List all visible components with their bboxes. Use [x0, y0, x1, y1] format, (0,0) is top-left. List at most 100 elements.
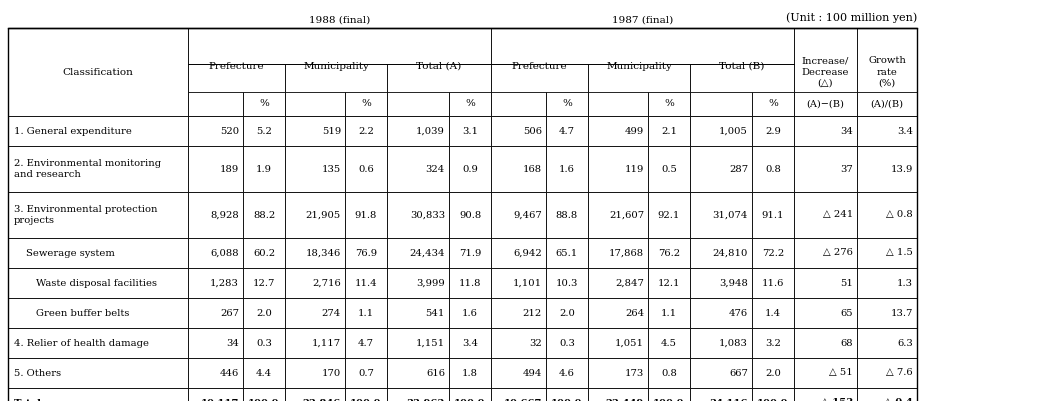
Bar: [491, 238, 545, 268]
Bar: [387, 268, 449, 298]
Text: 1988 (final): 1988 (final): [308, 16, 370, 24]
Bar: [243, 238, 285, 268]
Text: 1,117: 1,117: [312, 338, 341, 348]
Bar: [690, 146, 752, 192]
Bar: [690, 298, 752, 328]
Bar: [545, 358, 588, 388]
Text: %: %: [259, 99, 269, 109]
Bar: [449, 92, 491, 116]
Text: 60.2: 60.2: [253, 249, 275, 257]
Bar: [8, 146, 188, 192]
Text: 51: 51: [840, 279, 853, 288]
Bar: [345, 146, 387, 192]
Text: 10,117: 10,117: [200, 399, 239, 401]
Bar: [243, 116, 285, 146]
Bar: [449, 388, 491, 401]
Text: 2. Environmental monitoring
and research: 2. Environmental monitoring and research: [14, 159, 162, 179]
Bar: [387, 116, 449, 146]
Text: 264: 264: [625, 308, 644, 318]
Bar: [491, 328, 545, 358]
Bar: [857, 298, 917, 328]
Text: Municipality: Municipality: [303, 61, 369, 71]
Text: 0.8: 0.8: [661, 369, 677, 377]
Text: 71.9: 71.9: [458, 249, 481, 257]
Bar: [690, 116, 752, 146]
Text: 92.1: 92.1: [658, 211, 680, 219]
Text: 1,151: 1,151: [415, 338, 445, 348]
Bar: [387, 298, 449, 328]
Text: 520: 520: [220, 126, 239, 136]
Bar: [243, 298, 285, 328]
Bar: [387, 328, 449, 358]
Text: 476: 476: [729, 308, 748, 318]
Text: 2.2: 2.2: [358, 126, 373, 136]
Text: 0.8: 0.8: [765, 164, 780, 174]
Bar: [449, 238, 491, 268]
Bar: [794, 92, 857, 116]
Text: 1,101: 1,101: [513, 279, 542, 288]
Bar: [588, 192, 648, 238]
Text: 4.6: 4.6: [559, 369, 575, 377]
Bar: [345, 192, 387, 238]
Text: 324: 324: [426, 164, 445, 174]
Bar: [794, 268, 857, 298]
Text: 4.4: 4.4: [256, 369, 272, 377]
Bar: [794, 116, 857, 146]
Text: 3,999: 3,999: [416, 279, 445, 288]
Bar: [752, 146, 794, 192]
Bar: [491, 28, 794, 116]
Text: 65.1: 65.1: [556, 249, 578, 257]
Text: Waste disposal facilities: Waste disposal facilities: [36, 279, 157, 288]
Text: 32: 32: [530, 338, 542, 348]
Text: (Unit : 100 million yen): (Unit : 100 million yen): [786, 12, 917, 23]
Bar: [690, 388, 752, 401]
Text: 3.2: 3.2: [765, 338, 780, 348]
Text: 3.4: 3.4: [462, 338, 478, 348]
Text: 506: 506: [523, 126, 542, 136]
Bar: [690, 238, 752, 268]
Bar: [545, 192, 588, 238]
Text: △ 0.4: △ 0.4: [884, 399, 913, 401]
Text: 21,607: 21,607: [608, 211, 644, 219]
Bar: [857, 116, 917, 146]
Bar: [857, 238, 917, 268]
Text: 1,283: 1,283: [210, 279, 239, 288]
Text: 1.1: 1.1: [358, 308, 374, 318]
Bar: [8, 388, 188, 401]
Bar: [8, 192, 188, 238]
Text: 0.3: 0.3: [559, 338, 575, 348]
Bar: [857, 268, 917, 298]
Text: 68: 68: [840, 338, 853, 348]
Text: Municipality: Municipality: [606, 61, 672, 71]
Bar: [690, 92, 752, 116]
Text: 1,051: 1,051: [615, 338, 644, 348]
Text: 10.3: 10.3: [556, 279, 578, 288]
Bar: [794, 192, 857, 238]
Text: 37: 37: [840, 164, 853, 174]
Bar: [8, 28, 917, 401]
Bar: [491, 268, 545, 298]
Bar: [188, 328, 243, 358]
Bar: [449, 328, 491, 358]
Text: 12.1: 12.1: [658, 279, 680, 288]
Text: Green buffer belts: Green buffer belts: [36, 308, 129, 318]
Bar: [8, 328, 188, 358]
Bar: [545, 146, 588, 192]
Text: 274: 274: [322, 308, 341, 318]
Text: 23,449: 23,449: [605, 399, 644, 401]
Bar: [545, 388, 588, 401]
Text: △ 276: △ 276: [823, 249, 853, 257]
Text: 100.0: 100.0: [757, 399, 789, 401]
Bar: [588, 328, 648, 358]
Bar: [8, 116, 188, 146]
Text: 173: 173: [625, 369, 644, 377]
Bar: [752, 116, 794, 146]
Text: 91.8: 91.8: [355, 211, 378, 219]
Text: 11.8: 11.8: [458, 279, 481, 288]
Text: 31,074: 31,074: [712, 211, 748, 219]
Bar: [648, 298, 690, 328]
Bar: [491, 92, 545, 116]
Bar: [648, 238, 690, 268]
Bar: [588, 146, 648, 192]
Text: 135: 135: [322, 164, 341, 174]
